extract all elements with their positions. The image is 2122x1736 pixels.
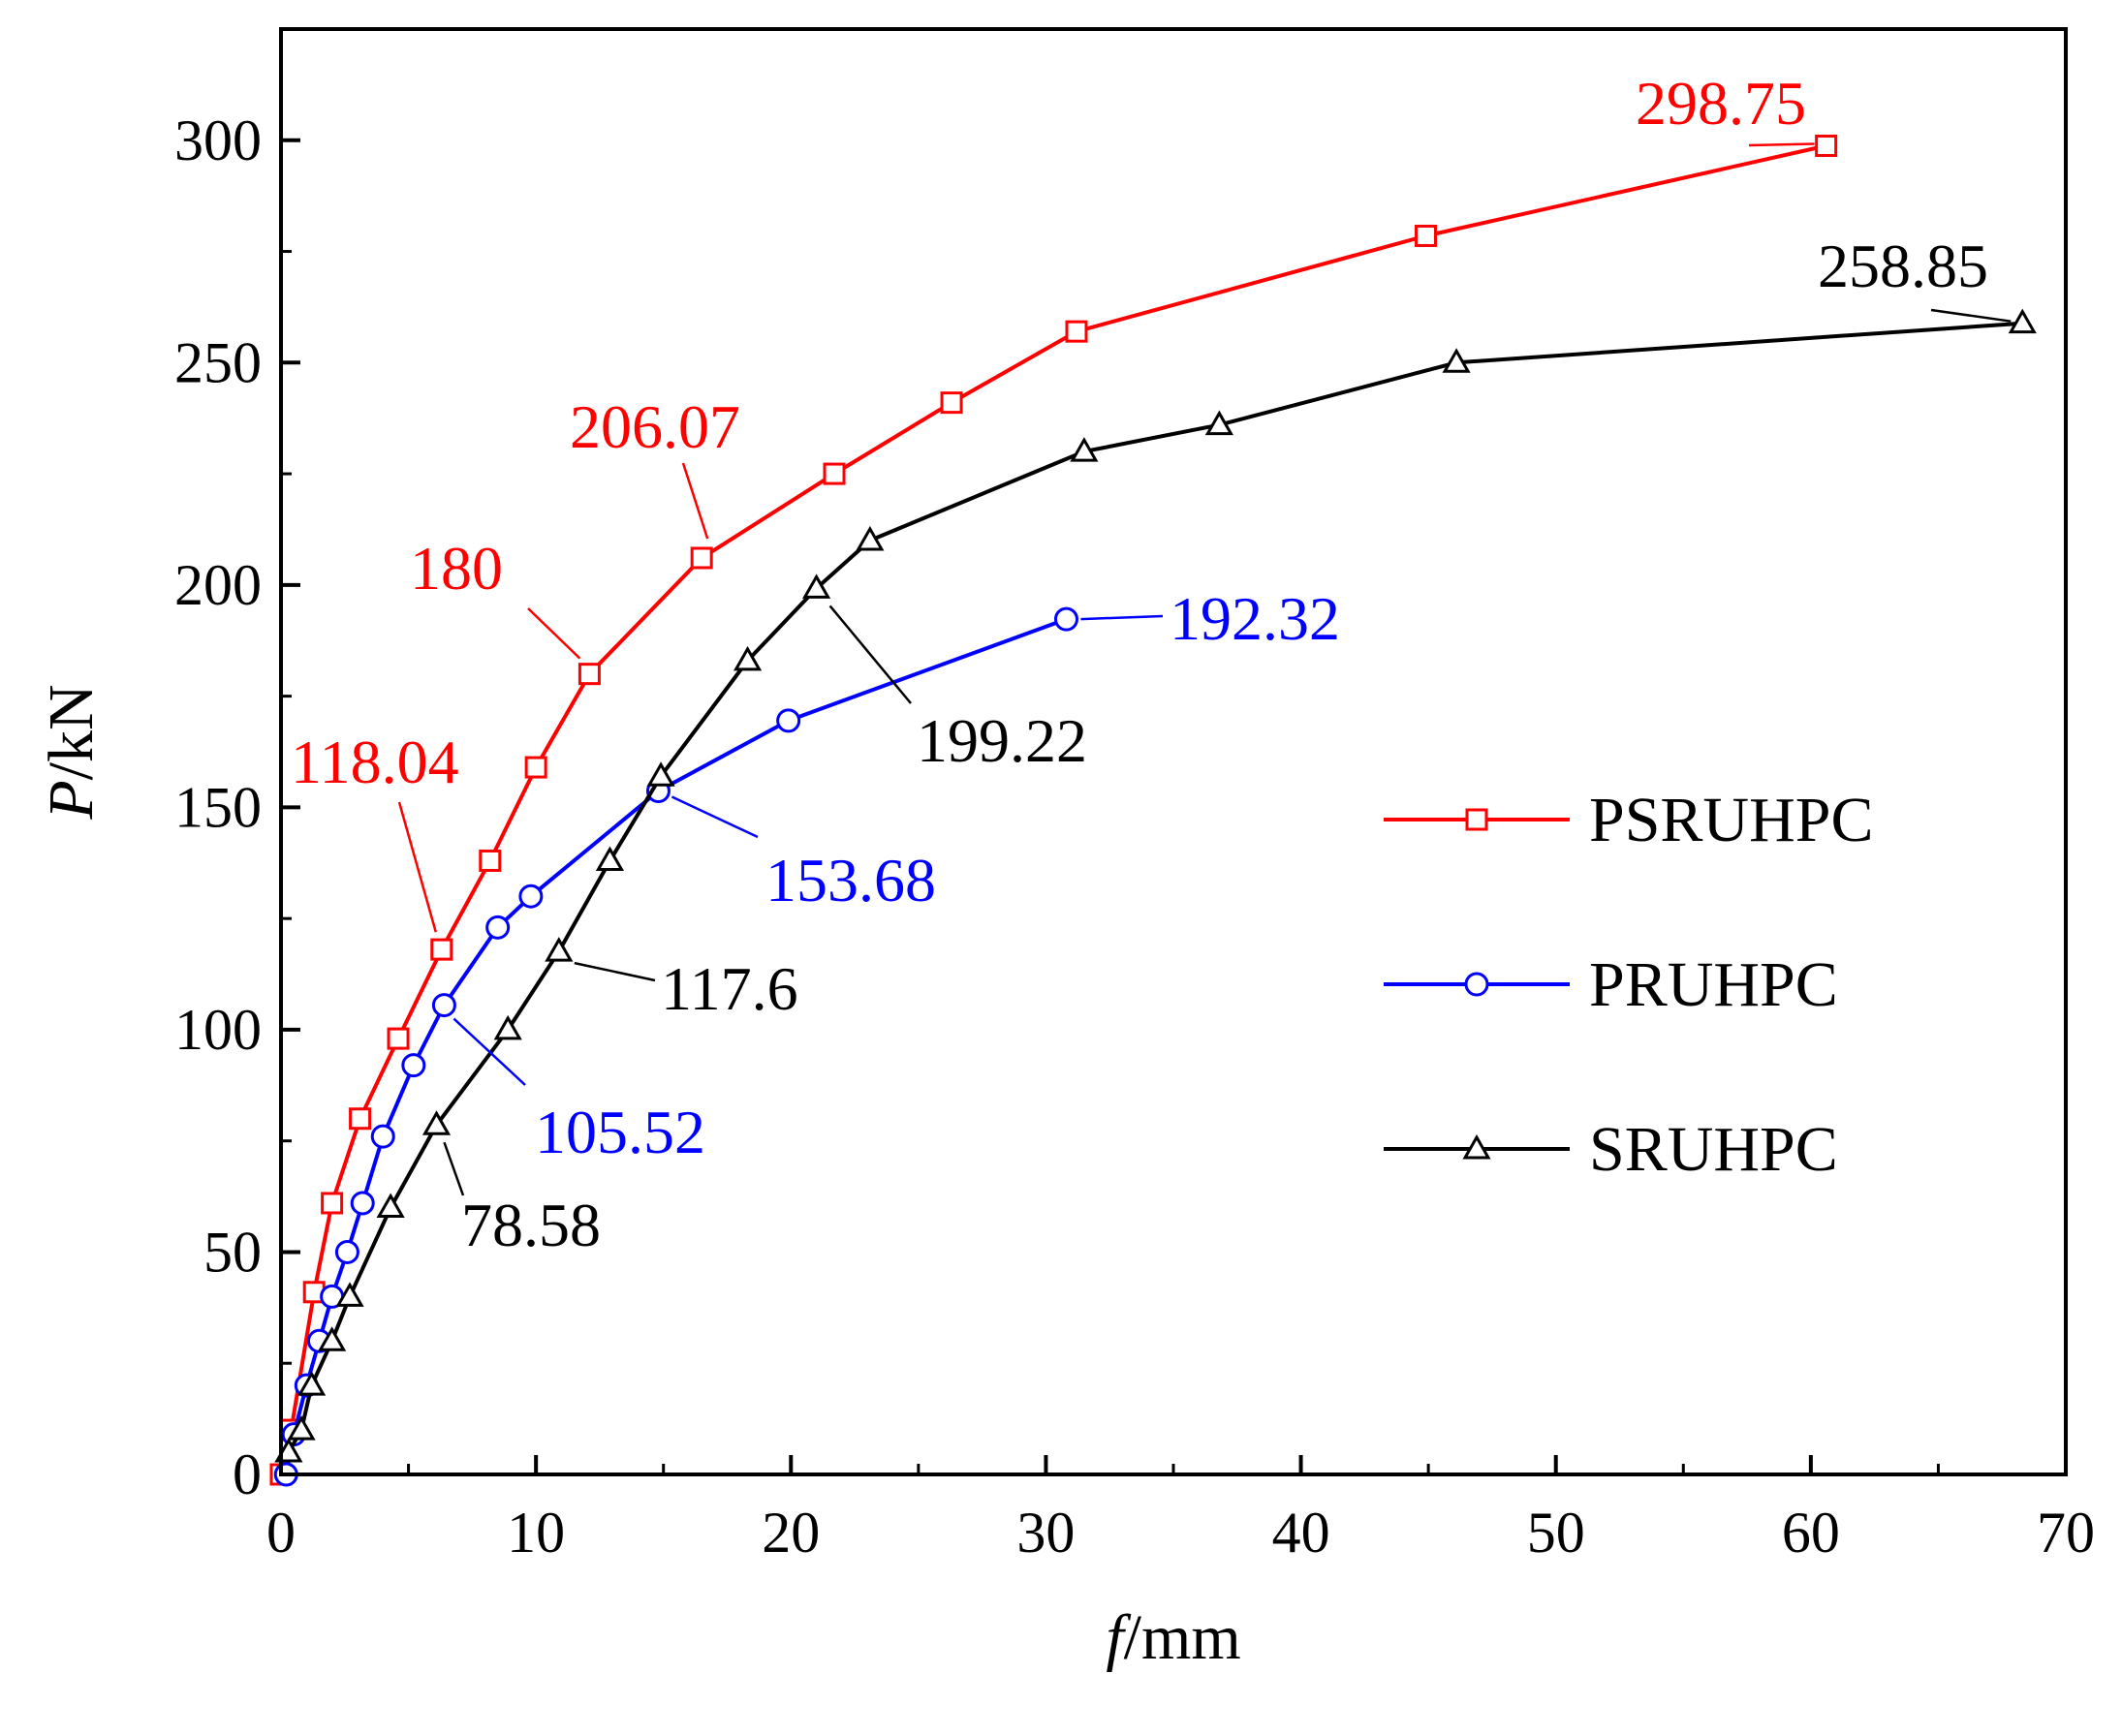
x-axis-title-unit: /mm (1124, 1602, 1241, 1673)
legend-item-pruhpc: PRUHPC (1384, 949, 1838, 1020)
y-tick-label: 0 (233, 1442, 262, 1506)
y-tick-label: 100 (174, 998, 262, 1062)
data-point (2008, 308, 2037, 334)
y-axis-title-symbol: P (36, 780, 107, 820)
data-point (856, 525, 885, 551)
annotation-layer: 298.75 206.07 180 118.04 192.32 153.68 105.52 2… (291, 69, 2012, 1259)
annotation-leader (443, 1141, 465, 1196)
data-point (518, 884, 544, 909)
data-point (430, 938, 453, 961)
data-point (776, 708, 801, 733)
x-tick-label: 70 (2037, 1501, 2095, 1565)
data-point (387, 1027, 410, 1050)
data-point (350, 1191, 375, 1216)
y-tick-label: 250 (174, 330, 262, 394)
y-axis-title: P/kN (36, 684, 107, 820)
data-point (577, 663, 601, 686)
tick-layer: 0 10 20 30 40 50 60 70 0 50 100 150 200 250 300 (174, 108, 2095, 1565)
data-point (318, 1326, 347, 1351)
data-point (1415, 224, 1438, 247)
legend-marker (1464, 972, 1489, 997)
annotation-leader (574, 961, 656, 982)
data-point (287, 1415, 316, 1441)
data-point (690, 546, 713, 570)
data-point (1065, 320, 1088, 343)
data-label: 180 (410, 534, 503, 603)
annotation-leader (828, 604, 912, 704)
data-point (1053, 606, 1078, 632)
annotation-leader (681, 462, 709, 540)
data-point (1442, 348, 1471, 373)
data-point (545, 937, 574, 962)
data-label: 199.22 (917, 706, 1087, 775)
x-tick-label: 30 (1016, 1501, 1075, 1565)
data-point (1070, 437, 1099, 462)
data-point (524, 756, 547, 779)
y-tick-label: 150 (174, 775, 262, 839)
y-tick-label: 200 (174, 553, 262, 617)
annotation-leader (1080, 614, 1164, 621)
data-point (802, 574, 831, 599)
data-point (321, 1192, 344, 1215)
data-point (376, 1193, 405, 1219)
data-point (479, 849, 502, 872)
data-point (646, 761, 675, 787)
legend: PSRUHPC PRUHPC SRUHPC (1384, 785, 1874, 1185)
data-point (334, 1239, 359, 1264)
annotation-leader (452, 1017, 526, 1086)
data-label: 105.52 (535, 1098, 705, 1166)
data-point (370, 1124, 395, 1149)
legend-label: PRUHPC (1589, 949, 1838, 1020)
data-point (1204, 410, 1233, 436)
annotation-leader (671, 795, 759, 839)
data-label: 298.75 (1636, 69, 1806, 138)
series-line-psruhpc (279, 143, 1827, 1475)
data-point (296, 1371, 327, 1396)
y-tick-label: 300 (174, 108, 262, 172)
legend-label: SRUHPC (1589, 1114, 1838, 1185)
data-point (485, 914, 511, 940)
x-axis-title: f/mm (1106, 1602, 1240, 1673)
x-tick-label: 60 (1782, 1501, 1840, 1565)
legend-item-psruhpc: PSRUHPC (1384, 785, 1874, 855)
y-axis-title-unit: /kN (36, 684, 107, 780)
x-tick-label: 10 (507, 1501, 565, 1565)
data-label: 117.6 (661, 954, 798, 1023)
data-point (401, 1053, 426, 1078)
data-label: 78.58 (461, 1191, 601, 1259)
x-tick-label: 0 (266, 1501, 296, 1565)
annotation-leader (527, 607, 581, 660)
x-tick-label: 50 (1527, 1501, 1585, 1565)
data-point (595, 846, 625, 871)
data-label: 118.04 (291, 728, 459, 796)
series-line-sruhpc (287, 321, 2023, 1453)
legend-item-sruhpc: SRUHPC (1384, 1114, 1838, 1185)
series-sruhpc (274, 308, 2037, 1463)
legend-label: PSRUHPC (1589, 785, 1874, 855)
data-label: 258.85 (1818, 232, 1988, 300)
legend-marker (1465, 808, 1488, 831)
data-label: 153.68 (765, 846, 936, 914)
data-point (823, 462, 846, 485)
data-label: 192.32 (1170, 584, 1340, 653)
data-point (733, 645, 763, 671)
data-point (940, 391, 963, 415)
data-point (349, 1107, 372, 1131)
x-tick-label: 20 (762, 1501, 820, 1565)
x-tick-label: 40 (1272, 1501, 1330, 1565)
data-point (493, 1014, 522, 1040)
annotation-leader (1930, 308, 2012, 323)
legend-marker (1462, 1133, 1491, 1160)
annotation-leader (397, 801, 437, 933)
y-tick-label: 50 (203, 1220, 262, 1284)
data-point (421, 1110, 452, 1135)
annotation-leader (1748, 142, 1815, 147)
data-point (431, 993, 456, 1018)
data-point (335, 1282, 364, 1307)
plot-frame (279, 27, 2068, 1476)
data-label: 206.07 (570, 392, 740, 461)
data-point (1815, 135, 1838, 158)
